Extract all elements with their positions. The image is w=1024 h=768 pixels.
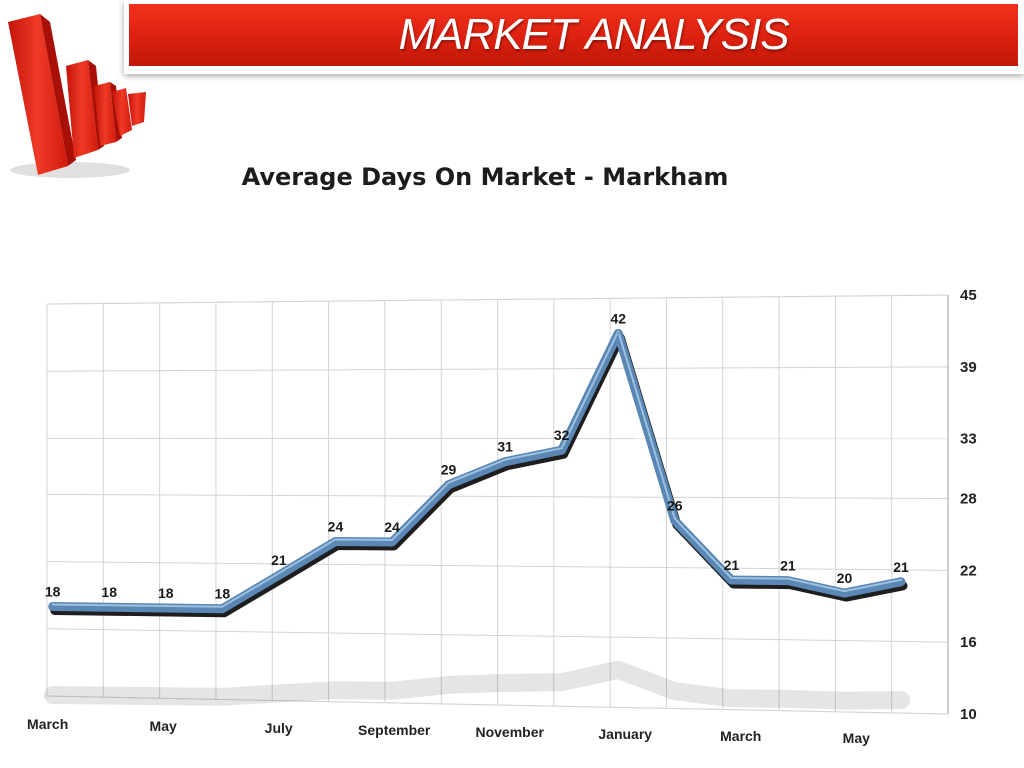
- x-tick-label: January: [598, 726, 652, 742]
- y-tick-label: 16: [960, 634, 977, 651]
- x-tick-label: November: [475, 724, 544, 740]
- series-line: [48, 328, 906, 614]
- data-label: 26: [667, 498, 683, 514]
- data-label: 20: [837, 570, 853, 586]
- x-tick-label: September: [358, 722, 431, 738]
- data-point: [504, 460, 507, 463]
- y-tick-label: 33: [960, 431, 977, 448]
- chart-title: Average Days On Market - Markham: [241, 163, 729, 191]
- data-point: [391, 540, 394, 543]
- data-point: [447, 483, 450, 486]
- data-label: 42: [610, 310, 626, 326]
- data-point: [673, 519, 676, 522]
- data-point: [221, 607, 224, 610]
- bar-chart-logo-icon: [8, 14, 146, 178]
- data-point: [786, 579, 789, 582]
- data-point: [164, 606, 167, 609]
- line-reflection: [43, 660, 910, 710]
- data-label: 18: [215, 586, 231, 602]
- data-label: 21: [271, 552, 287, 568]
- data-point: [560, 449, 563, 452]
- data-point: [617, 332, 620, 335]
- data-point: [843, 592, 846, 595]
- data-label: 21: [724, 557, 740, 573]
- x-tick-label: July: [265, 720, 293, 736]
- data-point: [334, 540, 337, 543]
- page-title: MARKET ANALYSIS: [398, 10, 789, 59]
- x-tick-label: March: [27, 716, 68, 732]
- data-label: 29: [441, 462, 457, 478]
- data-label: 24: [384, 519, 400, 535]
- data-label: 18: [158, 585, 174, 601]
- x-tick-label: May: [843, 730, 870, 746]
- title-banner: MARKET ANALYSIS: [124, 0, 1024, 74]
- data-point: [277, 574, 280, 577]
- y-tick-label: 39: [960, 359, 977, 376]
- data-point: [730, 579, 733, 582]
- y-tick-label: 22: [960, 562, 977, 579]
- x-tick-label: March: [720, 728, 761, 744]
- data-point: [51, 605, 54, 608]
- data-label: 32: [554, 427, 570, 443]
- data-label: 21: [780, 558, 796, 574]
- data-label: 21: [893, 559, 909, 575]
- data-label: 24: [328, 519, 344, 535]
- data-label: 18: [101, 584, 117, 600]
- data-label: 31: [497, 439, 513, 455]
- series-line-highlight: [51, 330, 902, 608]
- data-point: [108, 606, 111, 609]
- title-bar: MARKET ANALYSIS: [129, 4, 1018, 66]
- data-label: 18: [45, 583, 61, 599]
- y-tick-label: 28: [960, 491, 977, 508]
- data-point: [900, 580, 903, 583]
- y-tick-label: 10: [960, 706, 977, 723]
- x-tick-label: May: [150, 718, 177, 734]
- y-tick-label: 45: [960, 287, 977, 304]
